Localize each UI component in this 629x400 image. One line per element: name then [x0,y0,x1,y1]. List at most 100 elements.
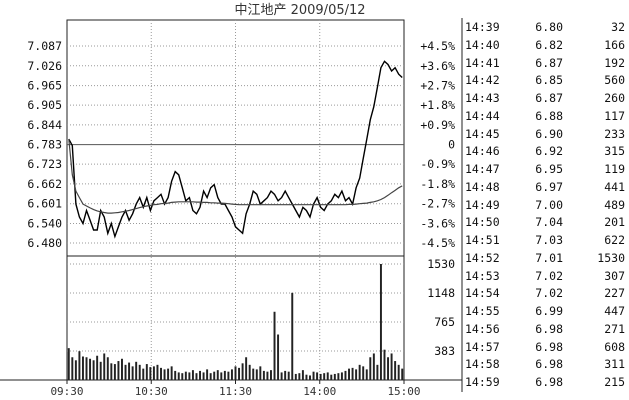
volume-bar [340,372,343,380]
volume-bar [124,364,127,380]
tape-time: 14:47 [465,162,500,176]
volume-bar [287,371,290,380]
tape-row: 14:40 6.82 166 [464,36,629,55]
percent-tick-label: -3.6% [420,217,455,231]
volume-bar [170,366,173,380]
volume-bar [113,364,116,380]
tape-time: 14:57 [465,339,500,354]
volume-bar [294,373,297,380]
tape-time: 14:58 [465,357,500,372]
tape-time: 14:59 [465,375,500,389]
volume-bar [365,369,368,380]
tape-volume: 315 [604,144,625,159]
average-price-line [68,139,403,214]
percent-tick-label: +1.8% [420,98,455,112]
volume-bar [337,373,340,380]
volume-bar [213,371,216,380]
tape-time: 14:55 [465,304,500,318]
tape-price: 6.97 [535,179,563,194]
tape-price: 6.98 [535,321,563,336]
tape-row: 14:53 7.02 307 [464,267,629,286]
volume-bar [121,358,123,380]
volume-axis: 1530 1148 765 383 [427,257,455,358]
tape-row: 14:54 7.02 227 [464,284,629,303]
volume-bar [174,370,177,380]
tape-volume: 307 [604,268,625,283]
tape-row: 14:52 7.01 1530 [464,249,629,268]
tape-row: 14:50 7.04 201 [464,213,629,232]
tape-row: 14:49 7.00 489 [464,196,629,215]
volume-bar [269,370,272,380]
tape-volume: 311 [604,357,625,372]
volume-bar [160,367,162,380]
volume-bar [390,353,393,380]
volume-bar [305,374,308,380]
tape-price: 6.98 [535,357,563,372]
volume-bar [149,367,152,380]
volume-bar [316,372,319,380]
volume-bar [206,369,209,380]
tape-row: 14:51 7.03 622 [464,231,629,250]
tape-row: 14:59 6.98 215 [464,373,629,392]
volume-bar [280,372,283,380]
volume-bar [167,368,170,380]
volume-bar [181,373,184,380]
volume-bars [67,264,404,380]
tape-row: 14:47 6.95 119 [464,160,629,179]
volume-bar [216,370,219,380]
tape-volume: 227 [604,286,625,301]
tape-price: 6.80 [535,20,563,34]
tape-price: 6.85 [535,73,563,88]
volume-bar [135,361,138,380]
percent-tick-label: +2.7% [420,79,455,93]
volume-tick-label: 1530 [427,257,455,271]
volume-bar [138,364,141,380]
volume-bar [379,264,382,380]
volume-bar [387,357,390,380]
volume-bar [220,372,223,380]
tape-volume: 119 [604,162,625,176]
volume-bar [209,373,212,380]
tape-time: 14:42 [465,73,500,88]
tape-time: 14:41 [465,55,500,70]
tape-row: 14:57 6.98 608 [464,338,629,357]
volume-bar [262,370,265,380]
tape-row: 14:43 6.87 260 [464,89,629,108]
volume-bar [71,357,74,380]
volume-bar [252,368,255,380]
tape-price: 6.88 [535,108,563,123]
tape-volume: 441 [604,179,625,194]
tape-volume: 1530 [597,250,625,265]
volume-bar [131,366,134,380]
tape-row: 14:48 6.97 441 [464,178,629,197]
tape-row: 14:56 6.98 271 [464,320,629,339]
percent-tick-label: +4.5% [420,39,455,53]
price-axis: 7.087 7.026 6.965 6.905 6.844 6.783 6.723 6.662… [27,39,62,250]
volume-bar [355,369,358,380]
trade-tape: 14:39 6.80 32 14:40 6.82 166 14:41 6.87 192 14:42… [464,18,629,391]
percent-tick-label: -0.9% [420,157,455,171]
volume-bar [117,361,120,380]
tape-price: 6.99 [535,304,563,318]
volume-bar [99,361,102,380]
volume-bar [301,370,304,380]
tape-volume: 622 [604,233,625,247]
tape-volume: 489 [604,197,625,212]
volume-bar [309,375,311,380]
tape-price: 6.90 [535,126,563,141]
volume-bar [238,367,241,380]
tape-volume: 201 [604,215,625,230]
time-tick-label: 11:30 [219,385,252,398]
volume-bar [277,334,280,380]
volume-bar [259,366,262,380]
tape-price: 6.87 [535,55,563,70]
volume-bar [89,358,92,380]
tape-time: 14:48 [465,179,500,194]
volume-bar [199,370,202,380]
volume-bar [312,371,315,380]
tape-time: 14:49 [465,197,500,212]
price-tick-label: 6.601 [27,197,62,211]
tape-price: 6.82 [535,37,563,52]
tape-price: 7.04 [535,215,563,230]
percent-tick-label: -2.7% [420,197,455,211]
